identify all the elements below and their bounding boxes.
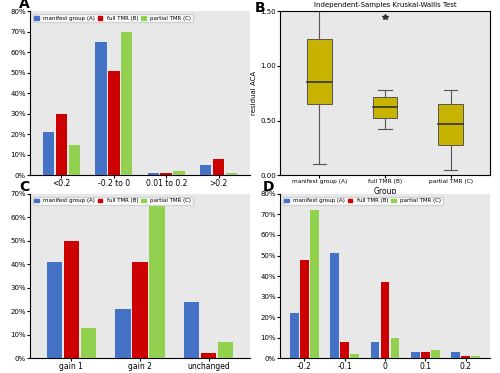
Legend: manifest group (A), full TMR (B), partial TMR (C): manifest group (A), full TMR (B), partia… xyxy=(283,197,442,205)
Bar xyxy=(310,210,318,358)
Bar xyxy=(95,42,106,175)
Bar xyxy=(411,352,420,358)
Bar xyxy=(472,356,480,358)
Bar xyxy=(121,32,132,175)
Text: C: C xyxy=(19,180,29,194)
Bar xyxy=(350,354,359,358)
Bar xyxy=(370,342,380,358)
Bar xyxy=(340,342,349,358)
Bar xyxy=(56,114,67,175)
Bar xyxy=(300,260,308,358)
Bar xyxy=(218,342,234,358)
Bar xyxy=(290,313,298,358)
Bar xyxy=(452,352,460,358)
Bar xyxy=(226,173,237,175)
Text: D: D xyxy=(263,180,274,194)
Bar xyxy=(372,97,398,118)
Bar xyxy=(64,241,79,358)
Bar xyxy=(201,353,216,358)
Bar xyxy=(184,302,200,358)
Bar xyxy=(174,171,185,175)
Bar xyxy=(431,350,440,358)
Bar xyxy=(108,70,120,175)
Bar xyxy=(330,254,339,358)
Bar xyxy=(80,327,96,358)
Legend: manifest group (A), full TMR (B), partial TMR (C): manifest group (A), full TMR (B), partia… xyxy=(33,14,192,22)
Bar xyxy=(150,206,164,358)
Bar xyxy=(148,173,159,175)
X-axis label: Group: Group xyxy=(374,187,396,196)
Bar xyxy=(438,104,463,145)
Bar xyxy=(213,159,224,175)
Text: SE post: SE post xyxy=(127,198,153,204)
Bar xyxy=(160,173,172,175)
Text: A: A xyxy=(19,0,30,11)
Text: SEQ Postoperative [Diopters]: SEQ Postoperative [Diopters] xyxy=(84,211,196,220)
Text: B: B xyxy=(255,1,266,15)
Bar xyxy=(42,132,54,175)
Bar xyxy=(421,352,430,358)
Y-axis label: residual ACA: residual ACA xyxy=(252,71,258,115)
Bar xyxy=(390,338,400,358)
Bar xyxy=(307,38,332,104)
Bar xyxy=(200,165,211,175)
Bar xyxy=(68,144,80,175)
Bar xyxy=(380,282,390,358)
Bar xyxy=(132,262,148,358)
Title: Independent-Samples Kruskal-Wallis Test: Independent-Samples Kruskal-Wallis Test xyxy=(314,2,456,8)
Bar xyxy=(46,262,62,358)
Bar xyxy=(462,356,470,358)
Bar xyxy=(116,309,130,358)
Legend: manifest group (A), full TMR (B), partial TMR (C): manifest group (A), full TMR (B), partia… xyxy=(33,197,192,205)
